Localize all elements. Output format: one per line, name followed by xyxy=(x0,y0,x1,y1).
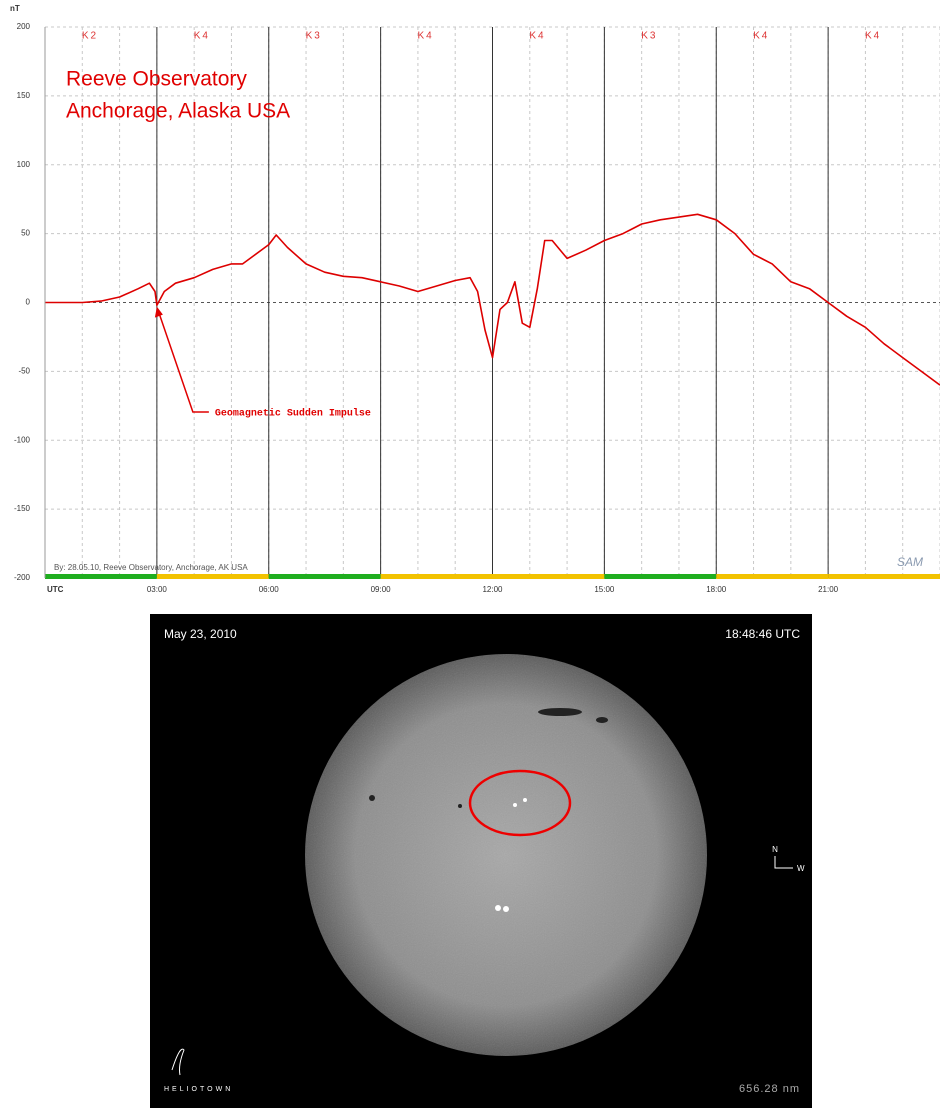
k-index-bar xyxy=(156,574,269,579)
compass-north: N xyxy=(772,845,778,854)
chart-title: Anchorage, Alaska USA xyxy=(66,100,290,123)
y-tick-label: 100 xyxy=(17,160,31,169)
sun-image: May 23, 2010 18:48:46 UTC 656.28 nm HELI… xyxy=(150,614,812,1108)
x-tick-label: 21:00 xyxy=(818,585,839,594)
bright-regions xyxy=(495,798,527,912)
y-tick-label: 0 xyxy=(26,298,31,307)
k-index-bar xyxy=(268,574,381,579)
image-date: May 23, 2010 xyxy=(164,627,237,641)
footer: By: 28.05.10, Reeve Observatory, Anchora… xyxy=(54,563,248,572)
y-tick-label: 200 xyxy=(17,22,31,31)
y-tick-label: 50 xyxy=(21,229,30,238)
compass-west: W xyxy=(797,864,805,873)
k-index-label: K4 xyxy=(194,31,210,42)
k-index-bar xyxy=(492,574,605,579)
chart: nT -200 -150 -100 -50 0 50 100 150 200 UTC 03:00 06… xyxy=(10,4,940,594)
annotation-text: Geomagnetic Sudden Impulse xyxy=(215,408,371,420)
annotation-arrow xyxy=(158,312,209,413)
logo: SAM xyxy=(897,555,923,569)
x-tick-label: 18:00 xyxy=(706,585,727,594)
k-index-bar xyxy=(828,574,940,579)
y-tick-label: -150 xyxy=(14,504,31,513)
x-tick-label: 15:00 xyxy=(594,585,615,594)
k-index-bar xyxy=(45,574,157,579)
x-tick-label: 09:00 xyxy=(371,585,392,594)
chart-title: Reeve Observatory xyxy=(66,68,247,91)
y-tick-label: -200 xyxy=(14,573,31,582)
k-index-label: K2 xyxy=(82,31,98,42)
k-index-label: K4 xyxy=(418,31,434,42)
arrow-head xyxy=(154,306,163,318)
brand-logo xyxy=(171,1048,185,1076)
k-index-label: K4 xyxy=(753,31,769,42)
sunspots xyxy=(369,708,608,808)
compass-arrows xyxy=(774,856,793,869)
highlight-ellipse xyxy=(468,769,572,837)
k-index-bar xyxy=(380,574,493,579)
x-tick-label: 06:00 xyxy=(259,585,280,594)
y-unit: nT xyxy=(10,4,20,13)
image-time: 18:48:46 UTC xyxy=(725,627,800,641)
k-index-label: K4 xyxy=(865,31,881,42)
y-tick-label: -100 xyxy=(14,435,31,444)
k-index-label: K3 xyxy=(641,31,657,42)
x-tick-label: 03:00 xyxy=(147,585,168,594)
sun-texture xyxy=(305,654,707,1056)
k-index-bar xyxy=(604,574,717,579)
y-tick-label: 150 xyxy=(17,91,31,100)
x-tick-label: 12:00 xyxy=(482,585,503,594)
x-tick-label: UTC xyxy=(47,585,64,594)
brand: HELIOTOWN xyxy=(164,1086,233,1093)
k-index-label: K3 xyxy=(306,31,322,42)
y-tick-label: -50 xyxy=(18,366,30,375)
k-index-bar xyxy=(716,574,829,579)
data-line xyxy=(45,213,940,386)
k-index-label: K4 xyxy=(529,31,545,42)
wavelength: 656.28 nm xyxy=(739,1083,800,1095)
